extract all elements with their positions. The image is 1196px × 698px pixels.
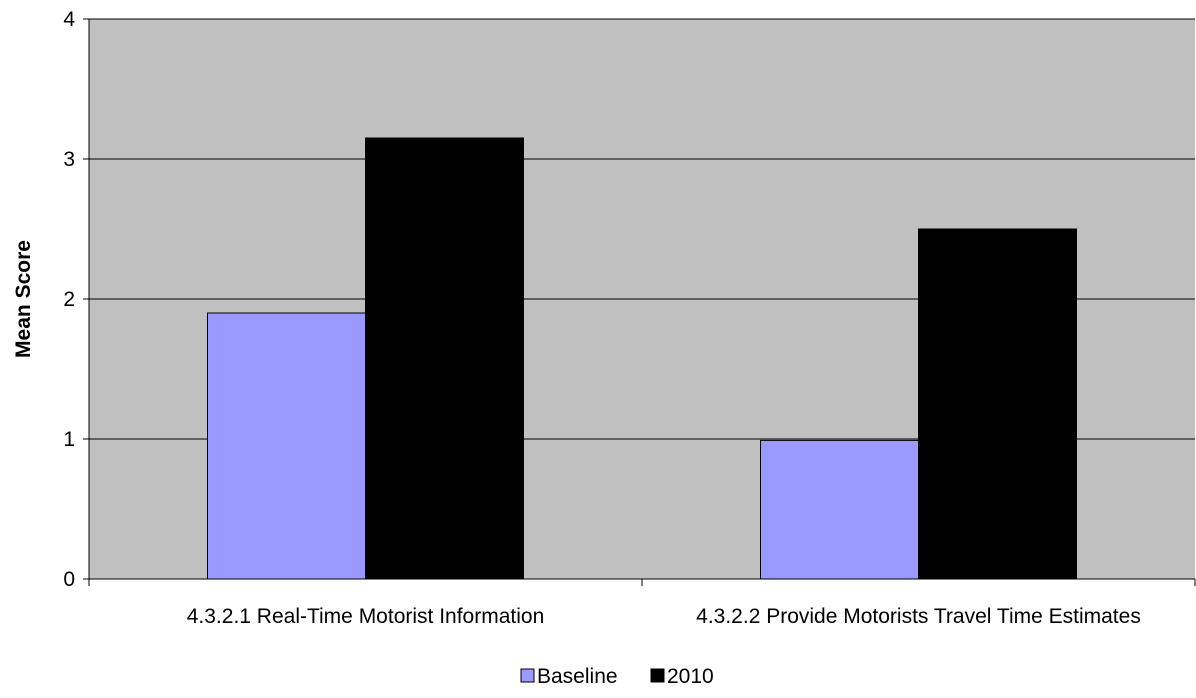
x-tick-label: 4.3.2.1 Real-Time Motorist Information: [187, 605, 545, 628]
bar-baseline-1: [207, 312, 366, 580]
y-tick-labels: 0 1 2 3 4: [63, 8, 75, 591]
legend-label: 2010: [667, 665, 714, 688]
legend-swatch: [650, 668, 665, 683]
legend: Baseline 2010: [520, 665, 714, 688]
x-tick-labels: 4.3.2.1 Real-Time Motorist Information 4.…: [187, 605, 1141, 628]
legend-label: Baseline: [537, 665, 618, 688]
y-axis-label: Mean Score: [12, 240, 35, 358]
y-tick-label: 2: [63, 288, 75, 311]
y-tick-label: 4: [63, 8, 75, 31]
bars: [207, 137, 1077, 580]
y-tick-label: 1: [63, 428, 75, 451]
bar-2010-1: [365, 137, 524, 580]
y-tick-label: 3: [63, 148, 75, 171]
y-tick-label: 0: [63, 568, 75, 591]
legend-swatch: [520, 668, 535, 683]
x-tick-label: 4.3.2.2 Provide Motorists Travel Time Es…: [696, 605, 1141, 628]
bar-baseline-2: [760, 439, 919, 580]
axes: [83, 18, 1196, 586]
bar-2010-2: [918, 228, 1077, 580]
